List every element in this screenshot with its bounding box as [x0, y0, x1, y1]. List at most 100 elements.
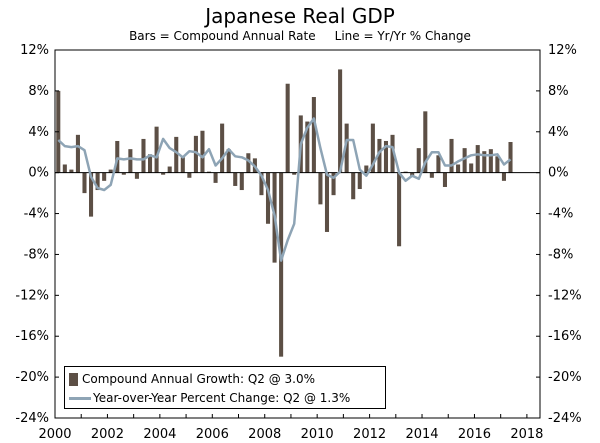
bar	[167, 166, 172, 173]
bar	[508, 142, 513, 173]
y-tick-label-left: -4%	[24, 207, 49, 222]
bar	[364, 165, 369, 173]
x-tick-label: 2006	[196, 427, 229, 442]
bar	[469, 163, 474, 173]
bar	[154, 126, 159, 173]
bar	[501, 172, 506, 181]
y-tick-label-left: -8%	[24, 247, 49, 262]
y-tick-label-left: -24%	[15, 411, 49, 426]
bar	[193, 135, 198, 173]
legend-item-bars: Compound Annual Growth: Q2 @ 3.0%	[69, 370, 315, 388]
bar	[357, 172, 362, 190]
x-tick-label: 2014	[405, 427, 438, 442]
x-tick-label: 2018	[510, 427, 543, 442]
bar	[246, 153, 251, 173]
bar	[331, 172, 336, 196]
y-tick-label-right: -8%	[548, 247, 573, 262]
x-tick-label: 2000	[38, 427, 71, 442]
bar	[311, 97, 316, 173]
bar	[482, 151, 487, 173]
y-tick-label-left: -16%	[15, 329, 49, 344]
bar	[292, 172, 297, 175]
bar	[370, 123, 375, 173]
bar	[488, 149, 493, 173]
legend-bar-swatch	[69, 373, 78, 386]
bar	[495, 156, 500, 173]
bar	[351, 172, 356, 200]
bar	[121, 172, 126, 175]
bar	[115, 140, 120, 173]
y-tick-label-left: 12%	[20, 43, 49, 58]
bar	[305, 121, 310, 173]
bar	[82, 172, 87, 194]
yoy-line	[57, 117, 512, 262]
bar	[95, 172, 100, 191]
y-tick-label-right: -12%	[548, 288, 582, 303]
bar	[279, 172, 284, 357]
bar	[344, 123, 349, 173]
bar	[397, 172, 402, 247]
chart-title: Japanese Real GDP	[205, 4, 395, 28]
bar	[239, 172, 244, 191]
bar	[377, 138, 382, 173]
legend-item-line: Year-over-Year Percent Change: Q2 @ 1.3%	[69, 389, 350, 407]
bar	[338, 69, 343, 173]
legend-line-swatch	[69, 397, 91, 400]
bar	[75, 134, 80, 173]
bar	[429, 172, 434, 178]
bar	[449, 138, 454, 173]
bar	[233, 172, 238, 186]
bar	[442, 172, 447, 187]
axes-layer: 12% 12% 8% 8% 4% 4% 0% 0% -4% -4% -8% -8% -12% -12% -1…	[15, 43, 581, 442]
bar	[390, 134, 395, 173]
bar	[128, 149, 133, 173]
bar	[161, 172, 166, 175]
bar	[383, 140, 389, 173]
bar	[69, 169, 74, 173]
bar	[416, 148, 421, 173]
bar	[403, 171, 408, 173]
x-tick-label: 2016	[458, 427, 491, 442]
bar	[410, 172, 415, 176]
y-tick-label-right: 12%	[548, 43, 577, 58]
bar	[134, 172, 139, 179]
bars-layer	[56, 69, 513, 357]
y-tick-label-right: -20%	[548, 370, 582, 385]
bar	[213, 172, 218, 183]
y-tick-label-right: 4%	[548, 125, 569, 140]
bar	[462, 148, 467, 173]
bar	[318, 172, 323, 205]
x-tick-label: 2012	[353, 427, 386, 442]
x-tick-label: 2008	[248, 427, 281, 442]
plot-frame	[54, 49, 541, 419]
bar	[475, 145, 480, 173]
bar	[174, 136, 179, 173]
bar	[456, 164, 461, 173]
yoy-line-layer	[57, 117, 512, 262]
chart-subtitle: Bars = Compound Annual Rate Line = Yr/Yr…	[129, 29, 471, 43]
bar	[187, 172, 192, 178]
y-tick-label-left: -20%	[15, 370, 49, 385]
legend-label-line: Year-over-Year Percent Change: Q2 @ 1.3%	[93, 391, 351, 405]
legend: Compound Annual Growth: Q2 @ 3.0% Year-o…	[64, 366, 386, 409]
x-tick-label: 2010	[301, 427, 334, 442]
bar	[62, 164, 67, 173]
x-tick-label: 2004	[143, 427, 176, 442]
y-tick-label-right: 0%	[548, 166, 569, 181]
bar	[436, 155, 441, 173]
y-tick-label-left: -12%	[15, 288, 49, 303]
y-tick-label-right: 8%	[548, 84, 569, 99]
bar	[108, 169, 113, 173]
bar	[220, 123, 225, 173]
y-tick-label-left: 4%	[28, 125, 49, 140]
y-tick-label-right: -24%	[548, 411, 582, 426]
bar	[259, 172, 264, 196]
legend-label-bars: Compound Annual Growth: Q2 @ 3.0%	[82, 372, 316, 386]
bar	[148, 154, 153, 173]
bar	[285, 83, 290, 173]
y-tick-label-right: -16%	[548, 329, 582, 344]
y-tick-label-left: 0%	[28, 166, 49, 181]
y-tick-label-left: 8%	[28, 84, 49, 99]
bar	[324, 172, 330, 232]
